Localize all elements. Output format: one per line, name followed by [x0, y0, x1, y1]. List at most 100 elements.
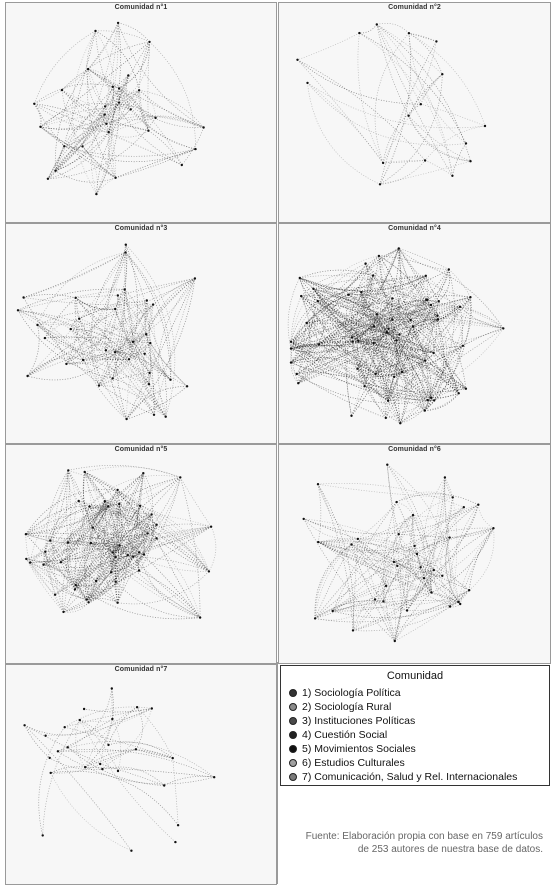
- edge: [104, 86, 115, 115]
- node: [296, 58, 299, 61]
- edge: [95, 545, 120, 582]
- edge: [452, 143, 467, 176]
- node: [91, 526, 95, 529]
- edge: [104, 501, 117, 582]
- edge: [66, 333, 147, 365]
- edge: [105, 349, 171, 380]
- edge: [34, 103, 41, 127]
- edge: [352, 334, 400, 343]
- edge: [313, 300, 320, 345]
- edge: [427, 299, 460, 394]
- edge: [110, 552, 114, 573]
- edge: [104, 500, 141, 507]
- edge: [317, 484, 354, 631]
- edge: [440, 537, 450, 576]
- edge: [357, 501, 397, 540]
- edge: [83, 358, 130, 361]
- edge: [47, 131, 110, 180]
- edge: [290, 341, 376, 376]
- edge: [115, 556, 134, 559]
- edge: [376, 24, 453, 176]
- node: [22, 296, 25, 299]
- edge: [63, 477, 181, 613]
- edge: [424, 160, 453, 177]
- edge: [90, 514, 152, 544]
- edge: [40, 113, 204, 128]
- edge: [50, 770, 179, 826]
- node: [468, 589, 471, 592]
- edge: [26, 551, 46, 560]
- node: [111, 551, 114, 554]
- edge: [27, 357, 84, 377]
- edge: [133, 526, 212, 558]
- edge: [379, 160, 426, 185]
- node: [54, 169, 57, 172]
- edge: [126, 278, 196, 420]
- edge: [68, 470, 210, 572]
- edge: [83, 278, 196, 361]
- edge: [351, 299, 427, 338]
- edge: [351, 544, 396, 642]
- node: [117, 87, 121, 90]
- edge: [317, 300, 400, 335]
- edge: [75, 719, 86, 768]
- edge: [89, 506, 128, 556]
- edge: [95, 514, 152, 582]
- node: [443, 476, 447, 479]
- edge: [47, 102, 120, 180]
- edge: [25, 470, 69, 535]
- edge: [115, 505, 141, 603]
- node: [207, 570, 211, 573]
- edge: [115, 581, 201, 618]
- edge: [87, 68, 105, 115]
- edge: [126, 75, 132, 110]
- edge: [413, 306, 461, 327]
- edge: [408, 41, 437, 116]
- edge: [179, 477, 201, 618]
- edge: [290, 341, 299, 384]
- edge: [299, 277, 393, 321]
- node: [114, 556, 117, 559]
- edge: [75, 489, 118, 586]
- edge: [37, 308, 116, 326]
- edge: [70, 328, 130, 360]
- node: [117, 101, 121, 104]
- edge: [357, 298, 393, 369]
- edge: [374, 514, 414, 600]
- node: [387, 327, 390, 330]
- edge: [290, 348, 428, 401]
- edge: [61, 89, 84, 147]
- edge: [296, 334, 400, 375]
- edge: [95, 30, 115, 124]
- legend-dot: [289, 717, 297, 725]
- edge: [104, 88, 120, 107]
- edge: [376, 314, 459, 394]
- node: [360, 291, 363, 294]
- edge: [105, 104, 156, 119]
- edge: [25, 489, 118, 535]
- edge: [87, 68, 183, 166]
- edge: [357, 538, 418, 555]
- node: [457, 600, 460, 604]
- panel-title: Comunidad n°4: [388, 225, 441, 232]
- node: [145, 333, 148, 336]
- edge: [306, 291, 362, 324]
- edge: [458, 527, 494, 603]
- edge: [90, 542, 201, 618]
- edge: [43, 561, 62, 566]
- edge: [147, 41, 150, 131]
- node: [297, 382, 300, 385]
- edge: [290, 362, 432, 399]
- edge: [47, 90, 140, 180]
- edge: [388, 328, 467, 390]
- edge: [82, 471, 89, 603]
- edge: [135, 748, 173, 759]
- node: [130, 849, 133, 852]
- network-graph: [24, 465, 217, 620]
- node: [185, 385, 189, 388]
- edge: [299, 277, 428, 401]
- edge: [378, 255, 432, 398]
- edge: [290, 348, 435, 401]
- edge: [79, 252, 126, 320]
- edge: [100, 763, 165, 786]
